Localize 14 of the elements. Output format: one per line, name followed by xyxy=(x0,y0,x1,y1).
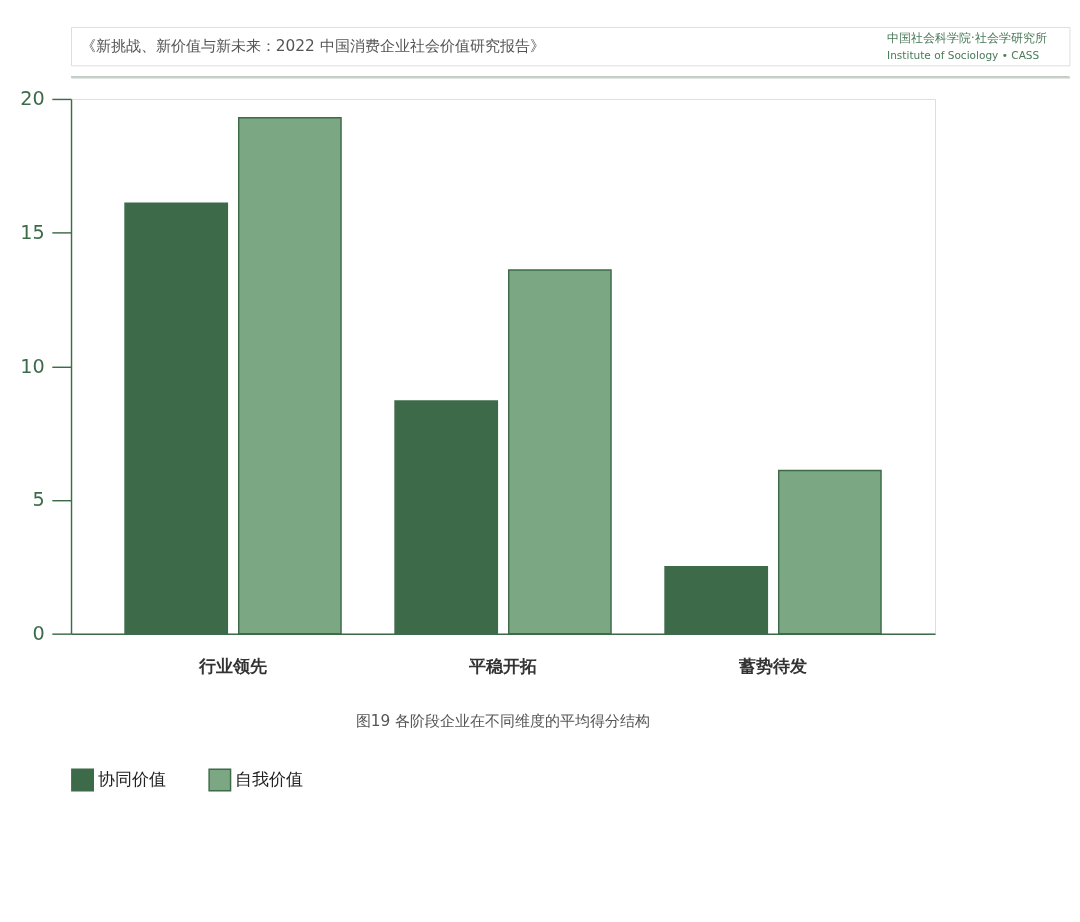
y-tick-label: 15 xyxy=(20,220,45,244)
x-tick-label: 蓄势待发 xyxy=(738,655,808,676)
legend-label: 协同价值 xyxy=(97,768,166,789)
legend-label: 自我价值 xyxy=(235,768,304,789)
text: Institute of Sociology • CASS xyxy=(887,48,1040,61)
text: 中国社会科学院·社会学研究所 xyxy=(887,31,1047,46)
y-tick-label: 20 xyxy=(20,87,45,111)
text: 《新挑战、新价值与新未来：2022 中国消费企业社会价值研究报告》 xyxy=(80,36,545,55)
x-tick-label: 行业领先 xyxy=(198,655,268,676)
text: 图19 各阶段企业在不同维度的平均得分结构 xyxy=(355,711,651,730)
x-tick-label: 平稳开拓 xyxy=(468,655,538,676)
y-tick-label: 0 xyxy=(32,621,45,645)
y-tick-label: 5 xyxy=(32,488,45,512)
y-tick-label: 10 xyxy=(20,354,45,378)
